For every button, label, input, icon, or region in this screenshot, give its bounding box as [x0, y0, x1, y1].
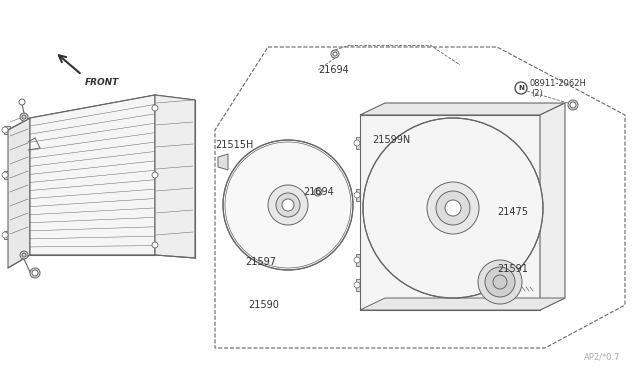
Text: FRONT: FRONT: [85, 78, 119, 87]
Circle shape: [354, 192, 360, 198]
Polygon shape: [372, 153, 440, 203]
Polygon shape: [469, 208, 537, 244]
Polygon shape: [390, 148, 425, 163]
Circle shape: [478, 260, 522, 304]
Text: 21591: 21591: [497, 264, 528, 274]
Circle shape: [22, 115, 26, 119]
Polygon shape: [441, 125, 477, 191]
Text: 21694: 21694: [318, 65, 349, 75]
Polygon shape: [376, 215, 441, 272]
Circle shape: [485, 267, 515, 297]
Polygon shape: [30, 95, 155, 255]
Circle shape: [268, 185, 308, 225]
Text: 08911-2062H: 08911-2062H: [529, 79, 586, 88]
Polygon shape: [155, 95, 195, 258]
Circle shape: [354, 140, 360, 146]
Polygon shape: [8, 118, 30, 268]
Polygon shape: [234, 155, 280, 199]
Polygon shape: [300, 205, 348, 235]
Circle shape: [20, 251, 28, 259]
Circle shape: [22, 253, 26, 257]
Circle shape: [152, 242, 158, 248]
Circle shape: [515, 82, 527, 94]
Circle shape: [2, 232, 8, 238]
Circle shape: [20, 113, 28, 121]
Circle shape: [493, 275, 507, 289]
Text: 21599N: 21599N: [372, 135, 410, 145]
Circle shape: [314, 188, 322, 196]
Circle shape: [152, 105, 158, 111]
Circle shape: [333, 52, 337, 56]
Text: 21475: 21475: [497, 207, 528, 217]
Circle shape: [445, 200, 461, 216]
Text: 21694: 21694: [303, 187, 333, 197]
Text: 21515H: 21515H: [215, 140, 253, 150]
Polygon shape: [360, 298, 565, 310]
Bar: [356, 254, 366, 266]
Polygon shape: [275, 147, 306, 192]
Bar: [4, 171, 10, 179]
Polygon shape: [228, 201, 275, 231]
Bar: [4, 126, 10, 134]
Text: N: N: [518, 85, 524, 91]
Polygon shape: [540, 103, 565, 310]
Circle shape: [19, 99, 25, 105]
Circle shape: [32, 270, 38, 276]
Text: 21590: 21590: [248, 300, 279, 310]
Circle shape: [436, 191, 470, 225]
Polygon shape: [452, 224, 488, 292]
Polygon shape: [290, 216, 325, 264]
Polygon shape: [370, 195, 436, 232]
Circle shape: [30, 268, 40, 278]
Circle shape: [354, 257, 360, 263]
Circle shape: [2, 127, 8, 133]
Polygon shape: [360, 103, 565, 115]
Circle shape: [282, 199, 294, 211]
Bar: [356, 279, 366, 291]
Polygon shape: [360, 115, 540, 310]
Bar: [356, 189, 366, 201]
Polygon shape: [297, 158, 344, 200]
Polygon shape: [463, 218, 524, 279]
Circle shape: [223, 140, 353, 270]
Circle shape: [427, 182, 479, 234]
Circle shape: [570, 102, 576, 108]
Text: AP2/*0.7: AP2/*0.7: [584, 353, 620, 362]
Bar: [4, 231, 10, 239]
Polygon shape: [398, 127, 448, 195]
Circle shape: [2, 172, 8, 178]
Circle shape: [354, 282, 360, 288]
Circle shape: [331, 50, 339, 58]
Polygon shape: [218, 154, 228, 170]
Text: 21597: 21597: [245, 257, 276, 267]
Polygon shape: [407, 223, 451, 291]
Polygon shape: [247, 215, 285, 263]
Bar: [356, 137, 366, 149]
Circle shape: [316, 190, 320, 194]
Circle shape: [363, 118, 543, 298]
Polygon shape: [468, 163, 536, 206]
Circle shape: [276, 193, 300, 217]
Polygon shape: [460, 132, 517, 196]
Circle shape: [152, 172, 158, 178]
Text: (2): (2): [531, 89, 543, 98]
Circle shape: [568, 100, 578, 110]
